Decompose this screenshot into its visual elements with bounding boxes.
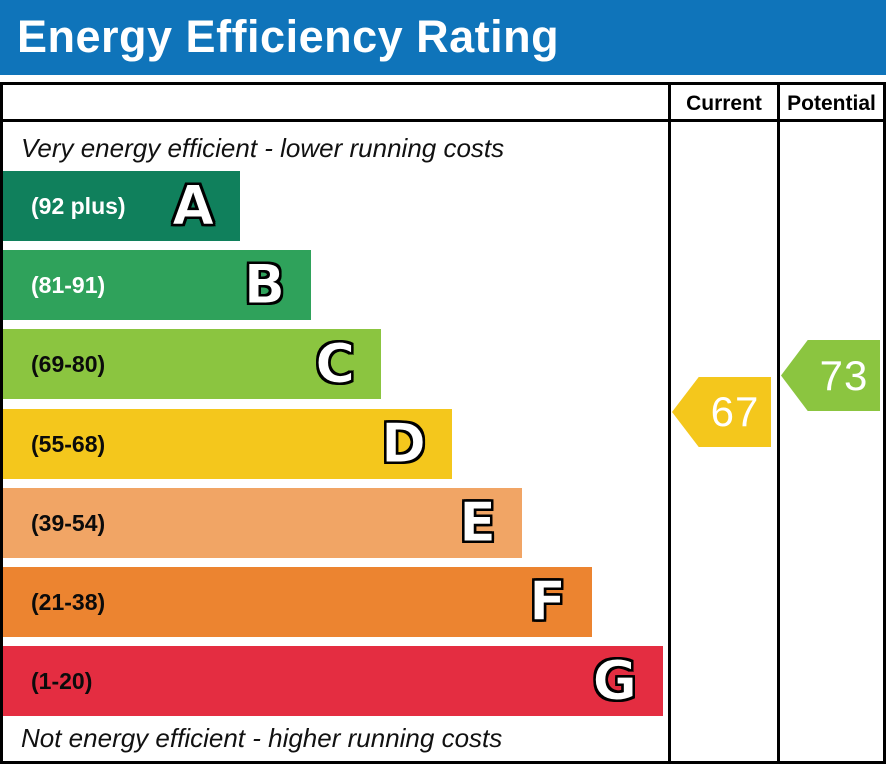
- band-g-letter: G: [592, 649, 637, 712]
- band-e-letter: E: [459, 491, 497, 554]
- band-c: (69-80) C: [3, 329, 381, 399]
- band-c-range-label: (69-80): [31, 350, 106, 377]
- potential-rating-arrow: 73: [781, 340, 880, 411]
- band-a-range-label: (92 plus): [31, 192, 126, 219]
- band-f-range-label: (21-38): [31, 588, 106, 615]
- potential-column-header: Potential: [787, 91, 876, 115]
- band-d-letter: D: [381, 412, 427, 475]
- band-b: (81-91) B: [3, 250, 311, 320]
- chart-title: Energy Efficiency Rating: [17, 11, 560, 62]
- current-rating-value: 67: [710, 388, 760, 435]
- current-column-header: Current: [686, 91, 762, 115]
- band-d: (55-68) D: [3, 409, 452, 479]
- current-rating-arrow: 67: [672, 377, 771, 447]
- rating-table: Current Potential Very energy efficient …: [0, 82, 886, 764]
- band-e-range-label: (39-54): [31, 509, 106, 536]
- top-caption: Very energy efficient - lower running co…: [21, 132, 505, 163]
- band-a: (92 plus) A: [3, 171, 240, 241]
- band-g-range-label: (1-20): [31, 667, 93, 694]
- band-g: (1-20) G: [3, 646, 663, 716]
- title-bar: Energy Efficiency Rating: [0, 0, 886, 75]
- band-e: (39-54) E: [3, 488, 522, 558]
- band-c-letter: C: [315, 332, 356, 395]
- bottom-caption: Not energy efficient - higher running co…: [21, 723, 503, 753]
- band-d-range-label: (55-68): [31, 430, 106, 457]
- band-b-range-label: (81-91): [31, 271, 106, 298]
- band-b-letter: B: [243, 253, 285, 316]
- potential-column-divider: [777, 85, 780, 761]
- band-f-letter: F: [529, 570, 567, 633]
- current-column-divider: [668, 85, 671, 761]
- potential-rating-value: 73: [819, 351, 869, 399]
- table-header-row: Current Potential: [3, 85, 883, 122]
- band-f: (21-38) F: [3, 567, 592, 637]
- band-a-letter: A: [172, 174, 215, 237]
